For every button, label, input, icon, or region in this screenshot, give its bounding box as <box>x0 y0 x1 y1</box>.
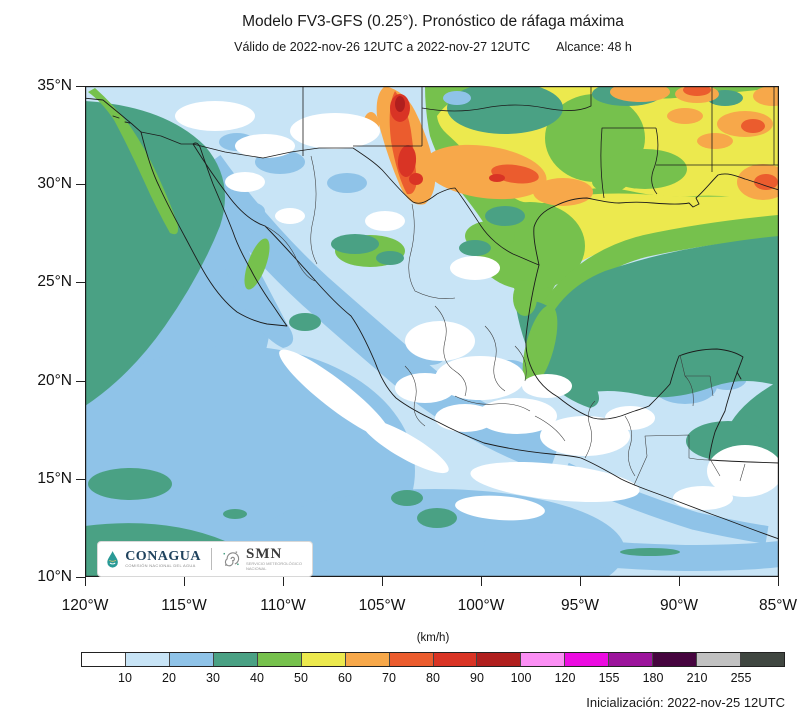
colorbar-tick-label: 50 <box>294 671 308 685</box>
colorbar-tick-label: 100 <box>510 671 532 685</box>
smn-sublabel: SERVICIO METEOROLÓGICO NACIONAL <box>246 560 302 571</box>
y-axis-label: 25°N <box>37 273 72 290</box>
y-axis-label: 35°N <box>37 77 72 94</box>
colorbar-ticks: 10 20 30 40 50 60 70 80 90 100 120 155 180 210 255 <box>81 671 785 687</box>
smn-wordmark: SMN SERVICIO METEOROLÓGICO NACIONAL <box>246 545 304 572</box>
y-axis-tick <box>76 381 85 382</box>
smn-spiral-icon <box>223 551 239 567</box>
x-axis-tick <box>580 577 581 586</box>
map-plot <box>85 86 779 577</box>
forecast-reach-label: Alcance: 48 h <box>556 40 632 54</box>
colorbar <box>81 652 785 667</box>
colorbar-cell <box>609 653 654 666</box>
x-axis-tick <box>679 577 680 586</box>
y-axis-tick <box>76 577 85 578</box>
colorbar-tick-label: 70 <box>382 671 396 685</box>
y-axis-label: 10°N <box>37 568 72 585</box>
colorbar-cell <box>345 653 390 666</box>
x-axis-tick <box>184 577 185 586</box>
logo-divider <box>211 548 212 570</box>
colorbar-cell <box>389 653 434 666</box>
initialization-label: Inicialización: 2022-nov-25 12UTC <box>586 695 785 710</box>
y-axis-tick <box>76 86 85 87</box>
x-axis-tick <box>382 577 383 586</box>
colorbar-cell <box>565 653 610 666</box>
colorbar-cell <box>125 653 170 666</box>
subtitle: Válido de 2022-nov-26 12UTC a 2022-nov-2… <box>66 40 800 54</box>
x-axis-label: 85°W <box>758 597 798 614</box>
colorbar-tick-label: 180 <box>642 671 664 685</box>
colorbar-units-label: (km/h) <box>416 632 450 644</box>
colorbar-cell <box>301 653 346 666</box>
y-axis-label: 20°N <box>37 372 72 389</box>
colorbar-tick-label: 210 <box>686 671 708 685</box>
x-axis-label: 110°W <box>260 597 306 614</box>
colorbar-tick-label: 40 <box>250 671 264 685</box>
colorbar-tick-label: 30 <box>206 671 220 685</box>
water-drop-icon <box>107 551 118 568</box>
colorbar-tick-label: 10 <box>118 671 132 685</box>
colorbar-tick-label: 90 <box>470 671 484 685</box>
x-axis-tick <box>778 577 779 586</box>
colorbar-tick-label: 20 <box>162 671 176 685</box>
y-axis-label: 15°N <box>37 470 72 487</box>
colorbar-cell <box>169 653 214 666</box>
logo-box: CONAGUA COMISIÓN NACIONAL DEL AGUA SMN S… <box>97 541 313 577</box>
x-axis-label: 100°W <box>457 597 505 614</box>
x-axis-label: 120°W <box>61 597 109 614</box>
colorbar-tick-label: 80 <box>426 671 440 685</box>
colorbar-tick-label: 120 <box>554 671 576 685</box>
x-axis-label: 90°W <box>659 597 699 614</box>
colorbar-cell <box>257 653 302 666</box>
x-axis-label: 105°W <box>358 597 406 614</box>
page-title: Modelo FV3-GFS (0.25°). Pronóstico de rá… <box>242 13 624 30</box>
valid-range-label: Válido de 2022-nov-26 12UTC a 2022-nov-2… <box>234 40 531 54</box>
colorbar-cell <box>433 653 478 666</box>
gust-map <box>85 86 779 577</box>
conagua-sublabel: COMISIÓN NACIONAL DEL AGUA <box>125 562 196 568</box>
colorbar-tick-label: 155 <box>598 671 620 685</box>
colorbar-cell <box>521 653 566 666</box>
x-axis-tick <box>85 577 86 586</box>
x-axis-tick <box>283 577 284 586</box>
conagua-wordmark: CONAGUA COMISIÓN NACIONAL DEL AGUA <box>125 548 202 569</box>
y-axis-tick <box>76 184 85 185</box>
y-axis-tick <box>76 282 85 283</box>
x-axis-label: 95°W <box>560 597 600 614</box>
conagua-label: CONAGUA <box>125 548 202 564</box>
colorbar-cell <box>82 653 126 666</box>
colorbar-cell <box>213 653 258 666</box>
y-axis-label: 30°N <box>37 175 72 192</box>
y-axis-tick <box>76 479 85 480</box>
colorbar-tick-label: 60 <box>338 671 352 685</box>
colorbar-tick-label: 255 <box>730 671 752 685</box>
colorbar-cell <box>741 653 784 666</box>
colorbar-cell <box>653 653 698 666</box>
x-axis-tick <box>481 577 482 586</box>
colorbar-cell <box>477 653 522 666</box>
x-axis-label: 115°W <box>161 597 207 614</box>
colorbar-cell <box>697 653 742 666</box>
smn-label: SMN <box>246 545 283 562</box>
